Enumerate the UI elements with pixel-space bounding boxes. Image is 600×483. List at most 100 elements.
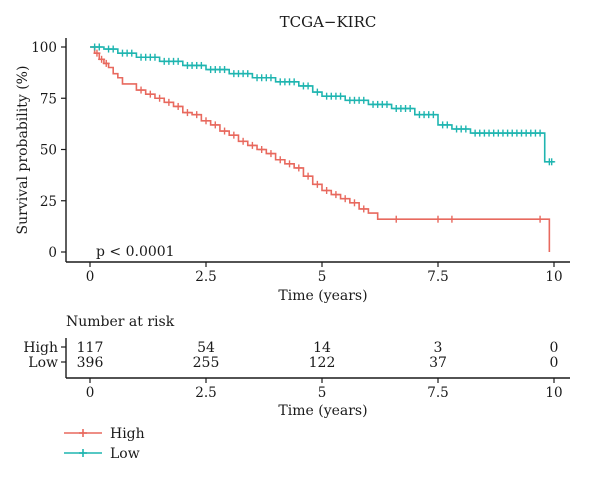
risk-count: 3 xyxy=(434,340,443,356)
risk-count: 117 xyxy=(77,340,104,356)
censor-mark xyxy=(211,121,219,129)
censor-mark xyxy=(290,78,298,86)
main-tick-marks: 0 25 50 75 100 0 2.5 5 7.5 10 xyxy=(31,40,562,285)
censor-mark xyxy=(536,129,544,137)
risk-x-tick-label: 7.5 xyxy=(427,385,448,401)
censor-mark xyxy=(197,61,205,69)
censor-mark xyxy=(248,141,256,149)
risk-row-label-low: Low xyxy=(28,355,58,371)
risk-x-tick-label: 10 xyxy=(545,385,562,401)
survival-curves xyxy=(90,43,556,252)
censor-mark xyxy=(156,94,164,102)
censor-mark xyxy=(360,96,368,104)
censor-mark xyxy=(151,53,159,61)
risk-count: 396 xyxy=(77,355,104,371)
censor-mark xyxy=(128,49,136,57)
main-plot-axes xyxy=(65,38,570,263)
censor-mark xyxy=(95,43,103,51)
censor-mark xyxy=(165,98,173,106)
censor-mark xyxy=(276,156,284,164)
censor-mark xyxy=(304,172,312,180)
censor-mark xyxy=(350,199,358,207)
censor-mark xyxy=(98,55,106,63)
x-tick-label: 0 xyxy=(86,269,95,285)
censor-mark xyxy=(109,45,117,53)
risk-table: High 117 54 14 3 0 Low 396 255 122 37 0 xyxy=(23,340,558,371)
series-high xyxy=(90,46,551,252)
censor-mark xyxy=(267,74,275,82)
x-tick-label: 2.5 xyxy=(195,269,216,285)
p-value-annotation: p < 0.0001 xyxy=(96,244,175,260)
censor-mark xyxy=(221,127,229,135)
censor-mark xyxy=(202,117,210,125)
y-tick-label: 0 xyxy=(48,245,57,261)
chart-title: TCGA−KIRC xyxy=(280,13,377,31)
y-tick-label: 75 xyxy=(40,91,57,107)
risk-count: 122 xyxy=(309,355,336,371)
risk-count: 54 xyxy=(197,340,215,356)
censor-mark xyxy=(258,146,266,153)
censor-mark xyxy=(193,111,201,119)
risk-row-label-high: High xyxy=(23,340,58,356)
risk-table-title: Number at risk xyxy=(66,314,175,330)
censor-mark xyxy=(443,121,451,129)
censor-mark xyxy=(304,82,312,90)
risk-count: 14 xyxy=(313,340,331,356)
x-tick-label: 5 xyxy=(318,269,327,285)
x-tick-label: 7.5 xyxy=(427,269,448,285)
censor-mark xyxy=(137,86,145,94)
censor-mark xyxy=(332,191,340,199)
legend-label: Low xyxy=(110,446,140,462)
censor-mark xyxy=(286,160,294,168)
risk-count: 37 xyxy=(429,355,447,371)
censor-mark xyxy=(548,158,556,166)
censor-mark xyxy=(102,59,110,67)
x-tick-label: 10 xyxy=(545,269,562,285)
risk-x-tick-label: 0 xyxy=(86,385,95,401)
censor-mark xyxy=(313,88,321,96)
censor-mark xyxy=(434,215,442,223)
risk-count: 0 xyxy=(550,355,559,371)
censor-mark xyxy=(383,100,391,108)
censor-mark xyxy=(295,164,303,172)
censor-mark xyxy=(239,137,247,145)
risk-table-x-axis-label: Time (years) xyxy=(278,403,367,419)
censor-mark xyxy=(174,102,182,110)
censor-mark xyxy=(406,105,414,112)
censor-mark xyxy=(221,66,229,74)
censor-mark xyxy=(183,109,191,117)
survival-curve-low xyxy=(90,46,554,163)
censor-mark xyxy=(341,195,349,203)
censor-mark xyxy=(93,49,101,57)
censor-mark xyxy=(392,215,400,223)
risk-count: 0 xyxy=(550,340,559,356)
risk-table-axes: 0 2.5 5 7.5 10 xyxy=(61,338,570,401)
risk-count: 255 xyxy=(193,355,220,371)
censor-mark xyxy=(462,125,470,133)
censor-mark xyxy=(230,131,238,139)
survival-curve-high xyxy=(90,46,551,252)
censor-mark xyxy=(429,111,437,119)
series-low xyxy=(90,43,556,166)
x-axis-label: Time (years) xyxy=(278,288,367,304)
risk-x-tick-label: 5 xyxy=(318,385,327,401)
legend: High Low xyxy=(64,426,145,462)
y-tick-label: 100 xyxy=(31,40,57,56)
legend-label: High xyxy=(110,426,145,442)
censor-mark xyxy=(146,90,154,98)
censor-mark xyxy=(313,180,321,188)
y-axis-label: Survival probability (%) xyxy=(15,66,31,235)
censor-mark xyxy=(536,215,544,223)
y-tick-label: 25 xyxy=(40,194,57,210)
y-tick-label: 50 xyxy=(40,143,57,159)
censor-mark xyxy=(244,70,252,78)
censor-mark xyxy=(448,215,456,223)
censor-mark xyxy=(174,57,182,65)
risk-x-tick-label: 2.5 xyxy=(195,385,216,401)
censor-mark xyxy=(267,150,275,158)
legend-item-high: High xyxy=(64,426,145,442)
censor-mark xyxy=(360,205,368,213)
censor-mark xyxy=(323,187,331,194)
legend-item-low: Low xyxy=(64,446,140,462)
